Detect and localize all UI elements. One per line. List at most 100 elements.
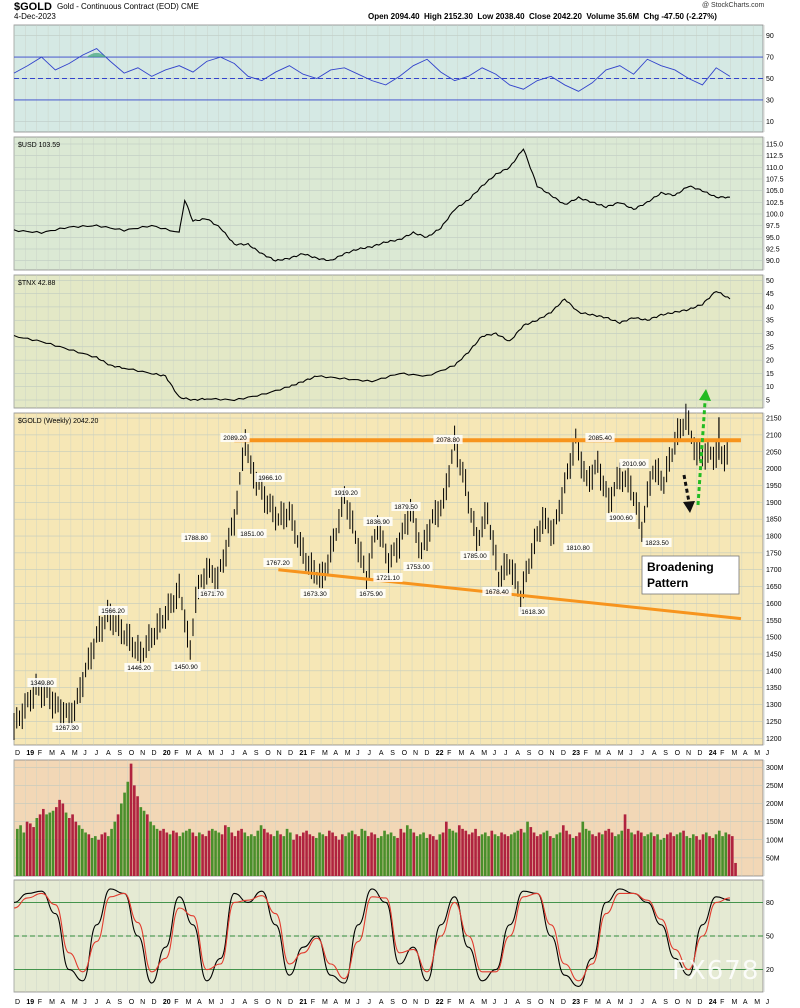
volume-bar (80, 828, 84, 876)
volume-bar (331, 832, 334, 876)
price-annotation-bg (255, 473, 285, 482)
x-tick-label: J (368, 750, 372, 757)
volume-bar (734, 862, 737, 876)
x-tick-label-bottom: O (129, 999, 135, 1006)
volume-bar (236, 830, 240, 876)
volume-bar (581, 821, 585, 876)
volume-bar (220, 834, 224, 876)
volume-bar (77, 825, 81, 876)
tnx-y-tick-label: 30 (766, 331, 774, 338)
x-tick-label-bottom: N (140, 999, 145, 1006)
volume-bar (487, 836, 490, 876)
tnx-y-tick-label: 5 (766, 398, 770, 405)
volume-bar (591, 834, 594, 876)
rsi-y-tick-label: 30 (766, 97, 774, 104)
x-tick-label: J (504, 750, 508, 757)
volume-bar (314, 837, 318, 876)
x-tick-label: D (561, 750, 566, 757)
volume-bar (295, 834, 299, 876)
volume-bar (74, 821, 78, 876)
price-annotation-bg (171, 662, 201, 671)
volume-bar (259, 825, 263, 876)
volume-bar (659, 839, 663, 876)
volume-bar (269, 834, 273, 876)
volume-bar (41, 808, 45, 876)
x-tick-label-bottom: N (277, 999, 282, 1006)
stochastic-d-line (13, 892, 730, 982)
x-tick-label: A (470, 750, 475, 757)
x-tick-label-bottom: O (265, 999, 271, 1006)
gold-y-tick-label: 1650 (766, 584, 782, 591)
volume-bar (308, 834, 312, 876)
volume-bar (630, 832, 633, 876)
x-tick-label: A (652, 750, 657, 757)
price-annotation: 1349.80 (30, 680, 54, 687)
volume-bar (217, 832, 221, 876)
x-tick-label-bottom: M (481, 999, 487, 1006)
volume-bar (373, 834, 377, 876)
volume-y-tick-label: 300M (766, 765, 784, 772)
x-tick-label-bottom: 20 (163, 999, 171, 1006)
volume-bar (132, 785, 136, 876)
volume-bar (142, 810, 146, 876)
gold-y-tick-label: 1850 (766, 517, 782, 524)
volume-bar (97, 839, 100, 876)
price-annotation: 1785.00 (463, 553, 487, 560)
x-tick-label: A (743, 750, 748, 757)
x-tick-label: F (447, 750, 451, 757)
volume-bar (610, 832, 614, 876)
x-tick-label-bottom: J (220, 999, 224, 1006)
x-tick-label: O (265, 750, 271, 757)
stochastic-y-tick-label: 80 (766, 900, 774, 907)
volume-bar (539, 834, 542, 876)
price-annotation: 1673.30 (303, 591, 327, 598)
price-annotation: 1823.50 (645, 540, 669, 547)
x-tick-label-bottom: F (720, 999, 724, 1006)
price-annotation: 1836.90 (366, 519, 390, 526)
volume-bar (639, 832, 643, 876)
tnx-y-tick-label: 40 (766, 304, 774, 311)
x-tick-label-bottom: M (186, 999, 192, 1006)
x-tick-label-bottom: 24 (709, 999, 717, 1006)
volume-bar (25, 821, 29, 876)
x-tick-label-bottom: N (686, 999, 691, 1006)
volume-bar (243, 832, 247, 876)
x-tick-label-bottom: M (731, 999, 737, 1006)
price-annotation: 2085.40 (588, 435, 612, 442)
volume-bar (623, 814, 627, 876)
price-annotation: 1721.10 (376, 575, 400, 582)
price-annotation-bg (606, 513, 636, 522)
gold-y-tick-label: 1550 (766, 618, 782, 625)
volume-bar (464, 830, 468, 876)
x-tick-label: J (493, 750, 497, 757)
volume-bar (249, 834, 253, 876)
stochastic-y-tick-label: 20 (766, 967, 774, 974)
x-tick-label-bottom: N (413, 999, 418, 1006)
x-tick-label-bottom: D (151, 999, 156, 1006)
volume-bar (529, 827, 533, 876)
volume-bar (415, 836, 419, 876)
x-tick-label: D (697, 750, 702, 757)
x-tick-label-bottom: A (242, 999, 247, 1006)
rsi-y-tick-label: 70 (766, 55, 774, 62)
x-tick-label: O (538, 750, 544, 757)
volume-bar (67, 818, 71, 876)
x-tick-label: F (38, 750, 42, 757)
volume-bar (16, 828, 19, 876)
volume-y-tick-label: 50M (766, 855, 780, 862)
volume-bar (54, 807, 58, 876)
x-tick-label-bottom: M (459, 999, 465, 1006)
volume-bar (532, 832, 536, 876)
stochastic-y-tick-label: 50 (766, 934, 774, 941)
x-tick-label: N (413, 750, 418, 757)
volume-bar (158, 830, 162, 876)
rsi-y-tick-label: 50 (766, 76, 774, 83)
x-tick-label-bottom: A (333, 999, 338, 1006)
volume-bar (656, 834, 659, 876)
x-tick-label: M (754, 750, 760, 757)
usd-y-tick-label: 107.5 (766, 177, 784, 184)
x-tick-label-bottom: F (311, 999, 315, 1006)
volume-bar (223, 825, 227, 876)
volume-bar (597, 832, 601, 876)
